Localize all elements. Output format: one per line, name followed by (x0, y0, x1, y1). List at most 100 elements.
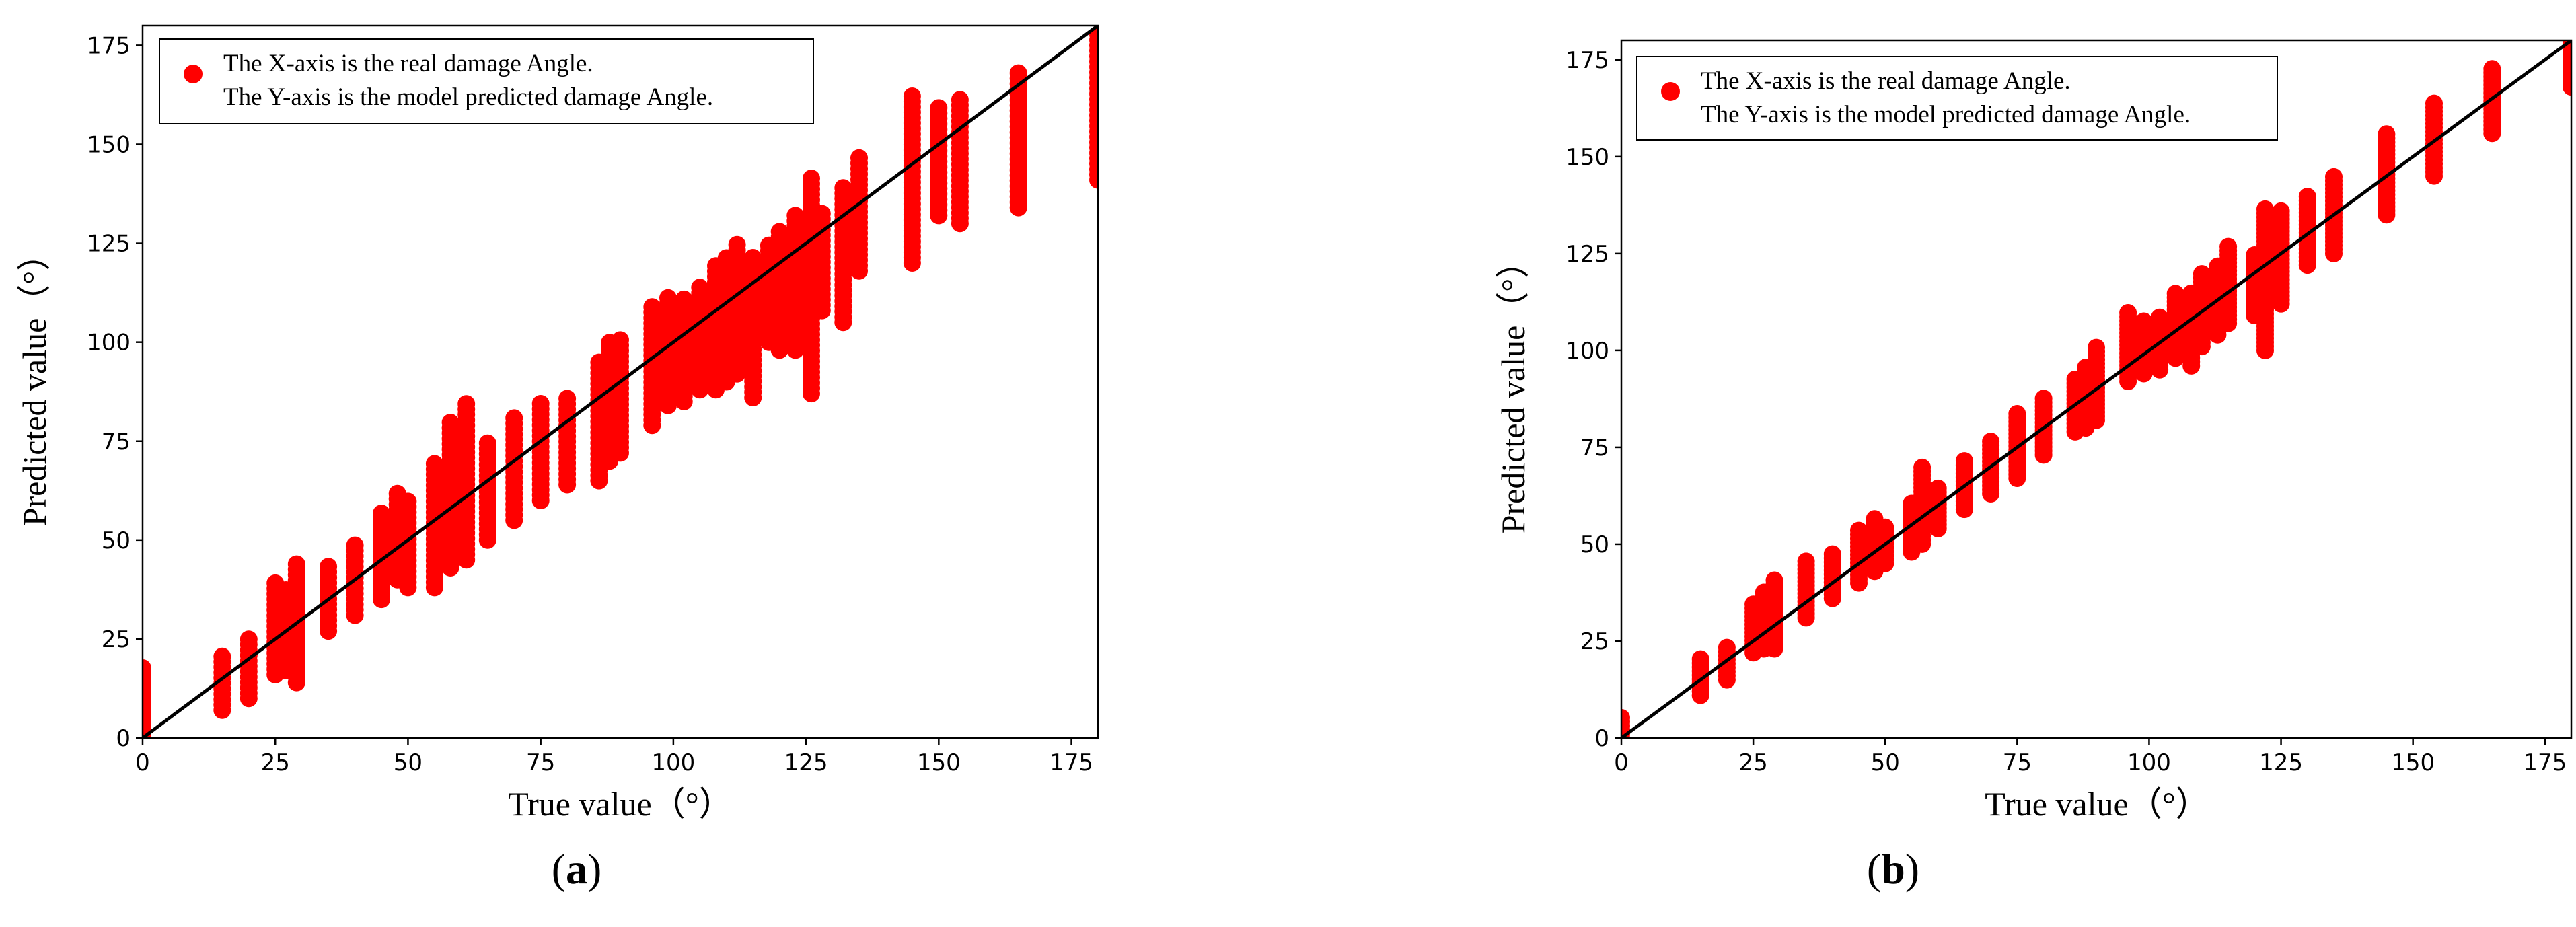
data-point (2193, 265, 2211, 283)
y-tick-label: 175 (87, 32, 131, 59)
data-point (143, 659, 151, 677)
x-tick-label: 125 (2259, 749, 2303, 776)
data-point (2135, 312, 2153, 330)
y-tick-label: 0 (116, 725, 131, 752)
x-tick-label: 50 (394, 749, 422, 776)
legend-marker (1661, 82, 1680, 101)
data-point (1718, 638, 1736, 657)
y-tick-label: 175 (1566, 47, 1609, 74)
data-point (287, 555, 305, 573)
data-point (2378, 125, 2396, 143)
x-tick-label: 100 (651, 749, 695, 776)
y-tick-label: 50 (102, 527, 131, 554)
x-tick-label: 150 (917, 749, 961, 776)
y-tick-label: 50 (1580, 531, 1609, 558)
y-tick-label: 125 (1566, 241, 1609, 268)
data-point (505, 409, 523, 427)
y-tick-label: 75 (1580, 435, 1609, 461)
data-point (813, 205, 831, 223)
data-point (2034, 390, 2053, 408)
reference-line (1621, 40, 2571, 738)
legend-line: The X-axis is the real damage Angle. (1701, 67, 2071, 95)
chart-panel-a: 0 25 50 75 100 125 150 175 0 25 50 75 100 125 150 175 Tr… (15, 24, 1099, 893)
plot-frame (1620, 39, 2573, 739)
y-tick-label: 125 (87, 231, 131, 258)
legend-marker (184, 65, 203, 83)
data-point (786, 207, 805, 225)
y-tick-label: 150 (87, 132, 131, 159)
data-point (834, 179, 852, 197)
x-tick-label: 150 (2391, 749, 2435, 776)
data-point (1009, 64, 1027, 82)
data-point (346, 536, 364, 554)
x-tick-label: 75 (526, 749, 555, 776)
data-point (2256, 200, 2274, 218)
x-tick-label: 50 (1871, 749, 1900, 776)
data-point (744, 249, 762, 266)
points-group (1621, 40, 2571, 738)
data-point (1982, 433, 2000, 451)
x-tick-label: 175 (2523, 749, 2567, 776)
x-tick-label: 0 (135, 749, 150, 776)
x-tick-label: 175 (1050, 749, 1093, 776)
data-point (903, 87, 921, 105)
data-point (2425, 94, 2443, 112)
y-axis-title: Predicted value（°） (15, 237, 53, 527)
data-point (2483, 60, 2501, 78)
data-point (2325, 168, 2343, 186)
data-point (659, 289, 677, 307)
legend-line: The Y-axis is the model predicted damage… (1701, 101, 2191, 128)
chart-panel-b: 0 25 50 75 100 125 150 175 0 25 50 75 100 125 150 175 Tr… (1288, 0, 2576, 927)
data-point (558, 390, 577, 408)
data-point (2272, 202, 2290, 220)
data-point (1797, 552, 1815, 570)
data-point (691, 279, 709, 297)
data-point (2088, 338, 2105, 357)
data-point (1765, 571, 1783, 589)
data-point (2008, 405, 2026, 422)
points-group (143, 26, 1098, 738)
data-point (951, 91, 969, 109)
x-tick-label: 100 (2127, 749, 2171, 776)
legend: The X-axis is the real damage Angle. The … (1636, 56, 2278, 141)
data-point (457, 395, 476, 413)
data-point (675, 290, 693, 308)
data-point (1929, 479, 1947, 497)
y-tick-label: 150 (1566, 144, 1609, 171)
data-point (2119, 304, 2137, 322)
legend-line: The Y-axis is the model predicted damage… (223, 83, 713, 111)
x-tick-label: 25 (261, 749, 290, 776)
y-tick-label: 100 (87, 330, 131, 357)
data-point (1876, 518, 1894, 536)
x-axis-title: True value（°） (508, 785, 732, 823)
y-tick-label: 100 (1566, 338, 1609, 365)
data-point (399, 492, 417, 511)
data-point (2166, 285, 2184, 303)
data-point (850, 149, 868, 167)
x-tick-label: 25 (1738, 749, 1767, 776)
data-point (441, 414, 459, 431)
y-axis-title: Predicted value（°） (1494, 245, 1532, 534)
data-point (1823, 545, 1841, 563)
data-point (213, 647, 231, 665)
data-point (612, 331, 629, 349)
data-point (478, 434, 496, 452)
data-point (531, 395, 550, 412)
scatter-chart-a: 0 25 50 75 100 125 150 175 0 25 50 75 100 125 150 175 Tr… (15, 24, 1099, 823)
x-tick-label: 75 (2003, 749, 2032, 776)
data-point (240, 630, 258, 648)
data-point (1850, 521, 1868, 540)
caption-a: (a) (551, 845, 602, 893)
x-tick-label: 125 (784, 749, 828, 776)
x-tick-label: 0 (1614, 749, 1629, 776)
y-tick-label: 25 (1580, 628, 1609, 655)
data-point (1621, 709, 1630, 727)
data-point (1913, 458, 1931, 476)
plot-frame (141, 24, 1099, 739)
y-tick-label: 25 (102, 626, 131, 653)
data-point (643, 298, 661, 316)
x-axis-title: True value（°） (1985, 785, 2209, 823)
caption-b: (b) (1866, 845, 1920, 893)
data-point (320, 558, 338, 576)
data-point (2219, 237, 2238, 256)
